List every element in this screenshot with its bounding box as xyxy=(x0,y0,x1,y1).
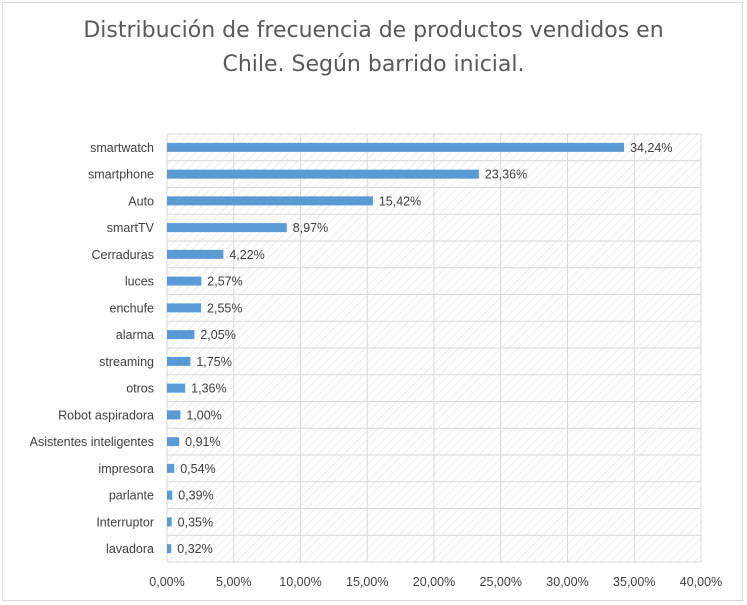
value-label: 4,22% xyxy=(229,248,264,262)
category-label: smartphone xyxy=(88,168,154,182)
category-label: Cerraduras xyxy=(91,248,154,262)
bar xyxy=(167,223,287,233)
value-label: 1,00% xyxy=(186,408,221,422)
chart-title-line-2: Chile. Según barrido inicial. xyxy=(222,52,525,77)
category-label: luces xyxy=(125,275,154,289)
x-tick-label: 25,00% xyxy=(480,575,522,589)
bar xyxy=(167,169,479,179)
bar xyxy=(167,437,180,447)
bar xyxy=(167,490,173,500)
value-label: 23,36% xyxy=(485,168,527,182)
bars xyxy=(167,142,625,554)
bar xyxy=(167,463,175,473)
bar xyxy=(167,383,186,393)
category-label: Asistentes inteligentes xyxy=(30,435,154,449)
category-label: Robot aspiradora xyxy=(58,408,154,422)
value-label: 2,55% xyxy=(207,301,242,315)
bar xyxy=(167,249,224,259)
category-label: lavadora xyxy=(106,542,154,556)
x-tick-label: 5,00% xyxy=(216,575,251,589)
bar xyxy=(167,517,172,527)
category-label: otros xyxy=(126,382,154,396)
chart-title: Distribución de frecuencia de productos … xyxy=(0,14,747,82)
value-label: 1,75% xyxy=(196,355,231,369)
bar xyxy=(167,410,181,420)
x-tick-labels: 0,00% 5,00% 10,00% 15,00% 20,00% 25,00% 30,00%… xyxy=(149,575,722,589)
value-label: 0,54% xyxy=(180,462,215,476)
bar xyxy=(167,330,195,340)
x-tick-label: 30,00% xyxy=(546,575,588,589)
bar xyxy=(167,544,172,554)
value-label: 0,91% xyxy=(185,435,220,449)
bar xyxy=(167,303,202,313)
bar xyxy=(167,196,373,206)
value-label: 0,35% xyxy=(178,515,213,529)
category-label: Auto xyxy=(128,194,154,208)
x-tick-label: 15,00% xyxy=(346,575,388,589)
category-label: impresora xyxy=(98,462,154,476)
value-label: 1,36% xyxy=(191,382,226,396)
value-label: 2,57% xyxy=(207,275,242,289)
chart-title-line-1: Distribución de frecuencia de productos … xyxy=(83,18,664,43)
value-label: 0,32% xyxy=(177,542,212,556)
value-label: 2,05% xyxy=(200,328,235,342)
x-tick-label: 0,00% xyxy=(149,575,184,589)
bar xyxy=(167,276,202,286)
bar xyxy=(167,142,625,152)
value-label: 15,42% xyxy=(379,194,421,208)
bar xyxy=(167,356,191,366)
category-labels: smartwatch smartphone Auto smartTV Cerradura… xyxy=(30,141,155,556)
x-tick-label: 20,00% xyxy=(413,575,455,589)
value-label: 34,24% xyxy=(630,141,672,155)
x-tick-label: 35,00% xyxy=(613,575,655,589)
x-tick-label: 10,00% xyxy=(279,575,321,589)
value-label: 8,97% xyxy=(293,221,328,235)
value-labels: 34,24% 23,36% 15,42% 8,97% 4,22% 2,57% 2,55% 2,… xyxy=(177,141,672,556)
category-label: alarma xyxy=(116,328,154,342)
category-label: streaming xyxy=(99,355,154,369)
value-label: 0,39% xyxy=(178,489,213,503)
category-label: smartTV xyxy=(107,221,155,235)
category-label: parlante xyxy=(109,489,154,503)
x-tick-label: 40,00% xyxy=(680,575,722,589)
category-label: Interruptor xyxy=(96,515,154,529)
category-label: smartwatch xyxy=(90,141,154,155)
category-label: enchufe xyxy=(110,301,155,315)
